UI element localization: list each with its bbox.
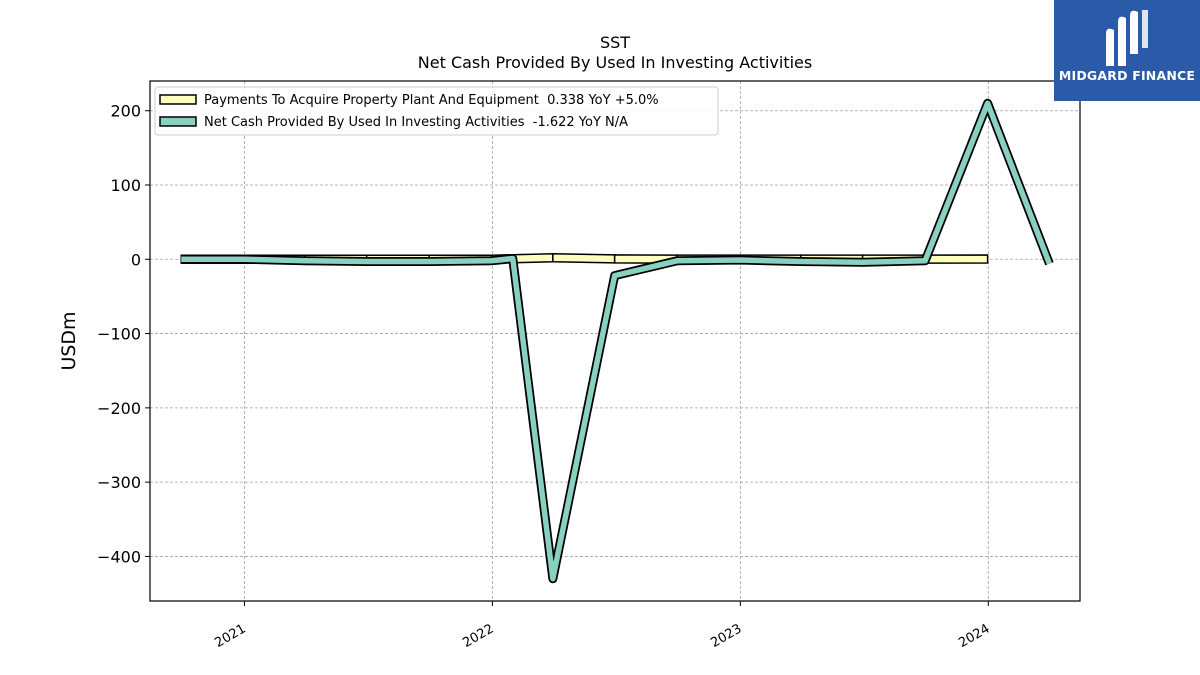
- plot-frame: [149, 80, 1081, 602]
- investing-line-outline: [181, 98, 1054, 584]
- y-tick-label: −400: [97, 547, 141, 566]
- capex-band-segment: [552, 253, 616, 264]
- y-tick-label: −300: [97, 473, 141, 492]
- y-tick-label: −100: [97, 325, 141, 344]
- logo-text: MIDGARD FINANCE: [1058, 68, 1196, 83]
- legend: Payments To Acquire Property Plant And E…: [154, 86, 719, 136]
- series-layer: [180, 98, 1054, 584]
- x-tick-label: 2024: [956, 621, 992, 651]
- y-tick-label: 100: [110, 176, 141, 195]
- capex-band-segment: [924, 254, 989, 264]
- grid: [150, 81, 1080, 601]
- legend-label-investing: Net Cash Provided By Used In Investing A…: [204, 115, 628, 130]
- investing-line: [181, 100, 1052, 582]
- y-tick-label: −200: [97, 399, 141, 418]
- y-axis-label: USDm: [58, 311, 80, 370]
- y-axis: 200 100 0 −100 −200 −300 −400: [97, 102, 150, 566]
- midgard-logo-icon: [1106, 10, 1148, 67]
- y-tick-label: 0: [131, 250, 141, 269]
- midgard-finance-logo: MIDGARD FINANCE: [1054, 0, 1200, 101]
- legend-swatch-capex: [159, 94, 197, 105]
- chart-title: SST: [600, 33, 630, 52]
- x-tick-label: 2022: [460, 621, 496, 651]
- legend-label-capex: Payments To Acquire Property Plant And E…: [204, 93, 659, 108]
- x-tick-label: 2021: [212, 621, 248, 651]
- legend-box: [154, 86, 719, 136]
- legend-swatch-investing: [159, 116, 197, 127]
- x-tick-label: 2023: [708, 621, 744, 651]
- x-axis: 2021 2022 2023 2024: [212, 601, 992, 651]
- y-tick-label: 200: [110, 102, 141, 121]
- chart-subtitle: Net Cash Provided By Used In Investing A…: [418, 53, 812, 72]
